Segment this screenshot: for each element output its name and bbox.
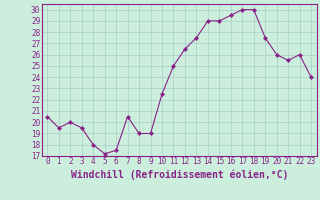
X-axis label: Windchill (Refroidissement éolien,°C): Windchill (Refroidissement éolien,°C) — [70, 169, 288, 180]
